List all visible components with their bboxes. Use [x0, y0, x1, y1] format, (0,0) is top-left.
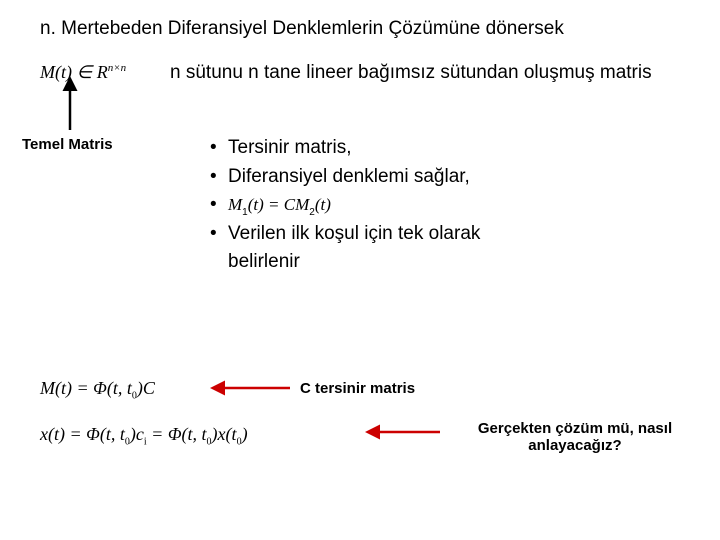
bullet-4-text-b: belirlenir	[228, 251, 300, 272]
bullet-2-text: Diferansiyel denklemi sağlar,	[228, 166, 470, 187]
bullet-4-text-a: Verilen ilk koşul için tek olarak	[228, 223, 480, 244]
bullet-3-formula: M1(t) = CM2(t)	[228, 194, 331, 215]
bullet-3: •M1(t) = CM2(t)	[210, 191, 480, 220]
bullet-1: •Tersinir matris,	[210, 134, 480, 163]
question-line-1: Gerçekten çözüm mü, nasıl	[478, 420, 672, 437]
bullet-list: •Tersinir matris, •Diferansiyel denklemi…	[210, 134, 480, 277]
bullet-4b: belirlenir	[210, 248, 480, 277]
bullet-2: •Diferansiyel denklemi sağlar,	[210, 163, 480, 192]
question-text: Gerçekten çözüm mü, nasıl anlayacağız?	[450, 420, 700, 454]
equation-transition-matrix: M(t) = Φ(t, t0)C	[40, 378, 155, 402]
bullet-4: •Verilen ilk koşul için tek olarak	[210, 220, 480, 249]
fundamental-matrix-label: Temel Matris	[22, 136, 113, 153]
bullet-1-text: Tersinir matris,	[228, 137, 352, 158]
question-line-2: anlayacağız?	[528, 437, 621, 454]
c-invertible-label: C tersinir matris	[300, 380, 415, 397]
equation-solution: x(t) = Φ(t, t0)ci = Φ(t, t0)x(t0)	[40, 424, 248, 448]
